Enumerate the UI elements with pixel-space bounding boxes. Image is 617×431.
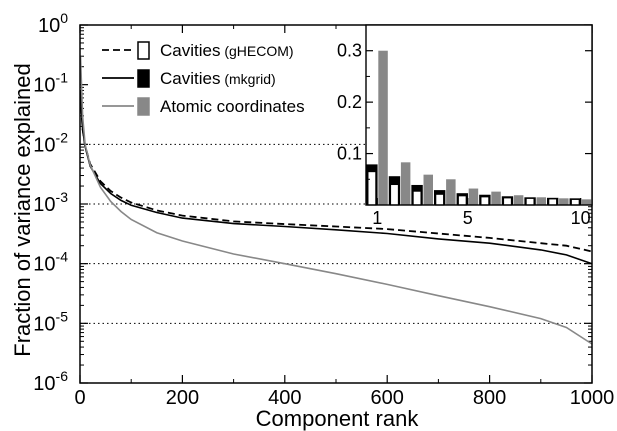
y-tick-label: 10-6 bbox=[33, 368, 68, 395]
inset-bar-atomic bbox=[423, 174, 433, 205]
legend-label: Cavities (gHECOM) bbox=[160, 41, 294, 60]
inset-bar-ghecom bbox=[457, 195, 467, 206]
series-line bbox=[79, 56, 593, 345]
inset-bar-atomic bbox=[513, 195, 524, 205]
inset-x-tick-label: 1 bbox=[372, 208, 382, 228]
inset-bar-ghecom bbox=[435, 193, 445, 206]
legend-label: Cavities (mkgrid) bbox=[160, 69, 276, 88]
inset-bar-ghecom bbox=[389, 183, 400, 206]
inset-bar-ghecom bbox=[548, 198, 558, 206]
inset-y-tick-label: 0.1 bbox=[337, 144, 362, 164]
y-tick-label: 10-1 bbox=[33, 70, 68, 97]
inset-bar-atomic bbox=[378, 50, 388, 205]
x-tick-label: 200 bbox=[166, 387, 199, 409]
x-tick-label: 400 bbox=[268, 387, 301, 409]
y-tick-label: 10-4 bbox=[33, 249, 68, 276]
y-tick-label: 10-2 bbox=[33, 129, 68, 156]
x-tick-label: 600 bbox=[371, 387, 404, 409]
x-tick-label: 800 bbox=[473, 387, 506, 409]
inset-bar-ghecom bbox=[367, 170, 377, 206]
inset-bar-ghecom bbox=[412, 190, 422, 206]
inset-plot: 0.1 0.2 0.3 1 5 10 bbox=[337, 24, 593, 228]
legend: Cavities (gHECOM) Cavities (mkgrid) Atomic… bbox=[102, 41, 305, 116]
y-axis-title: Fraction of variance explained bbox=[10, 63, 35, 357]
inset-bar-ghecom bbox=[502, 197, 513, 206]
inset-y-tick-label: 0.2 bbox=[337, 92, 362, 112]
inset-bar-ghecom bbox=[570, 198, 580, 206]
legend-swatch bbox=[137, 69, 150, 88]
inset-bar-ghecom bbox=[525, 197, 535, 206]
y-tick-label: 10-5 bbox=[33, 308, 68, 335]
inset-bar-atomic bbox=[581, 199, 592, 205]
inset-bar-atomic bbox=[468, 188, 479, 205]
y-tick-label: 10-3 bbox=[33, 189, 68, 216]
inset-x-tick-label: 5 bbox=[463, 208, 473, 228]
inset-bar-atomic bbox=[536, 197, 546, 205]
inset-frame bbox=[365, 24, 593, 206]
legend-swatch bbox=[137, 97, 150, 116]
inset-bar-atomic bbox=[400, 162, 411, 205]
inset-x-tick-label: 10 bbox=[571, 208, 591, 228]
inset-bar-atomic bbox=[491, 191, 501, 205]
y-tick-label: 100 bbox=[38, 10, 68, 37]
inset-bar-ghecom bbox=[480, 196, 490, 206]
inset-bar-atomic bbox=[559, 198, 569, 205]
inset-bar-atomic bbox=[446, 179, 456, 205]
legend-swatch bbox=[137, 41, 150, 60]
legend-label: Atomic coordinates bbox=[160, 97, 305, 116]
x-tick-label: 0 bbox=[74, 387, 85, 409]
x-tick-label: 1000 bbox=[570, 387, 615, 409]
inset-y-tick-label: 0.3 bbox=[337, 41, 362, 61]
x-axis-title: Component rank bbox=[256, 406, 420, 431]
